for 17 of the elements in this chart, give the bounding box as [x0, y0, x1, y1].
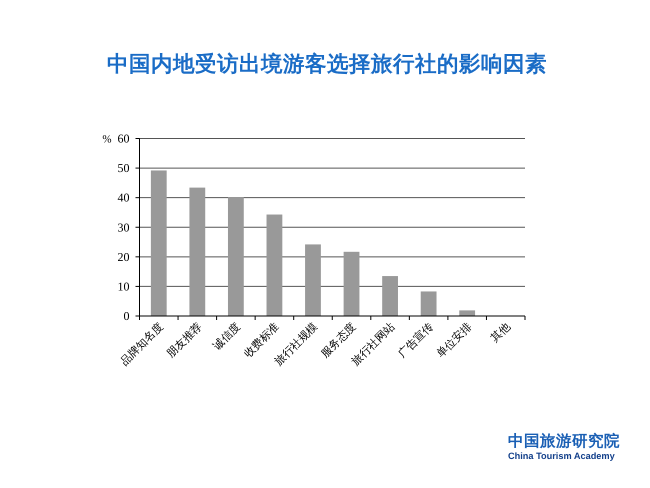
x-tick-label: 其他	[488, 320, 513, 345]
y-tick-label: 60	[118, 132, 130, 146]
y-tick-label: 20	[118, 250, 130, 264]
x-tick-label: 诚信度	[211, 320, 243, 352]
x-tick-label: 品牌知名度	[118, 320, 166, 368]
ylabel: %	[102, 134, 112, 146]
x-tick-label: 朋友推荐	[164, 320, 204, 360]
y-tick-label: 30	[118, 220, 130, 234]
title: 中国内地受访出境游客选择旅行社的影响因素	[107, 52, 547, 76]
y-tick-label: 50	[118, 161, 130, 176]
x-tick-label: 广告宣传	[396, 320, 436, 360]
y-tick-label: 10	[118, 279, 130, 294]
y-tick-label: 40	[118, 190, 130, 205]
x-tick-label: 单位安排	[434, 320, 474, 360]
annotation: China Tourism Academy	[508, 451, 615, 461]
annotation: 中国旅游研究院	[508, 433, 620, 450]
y-tick-label: 0	[124, 309, 130, 323]
